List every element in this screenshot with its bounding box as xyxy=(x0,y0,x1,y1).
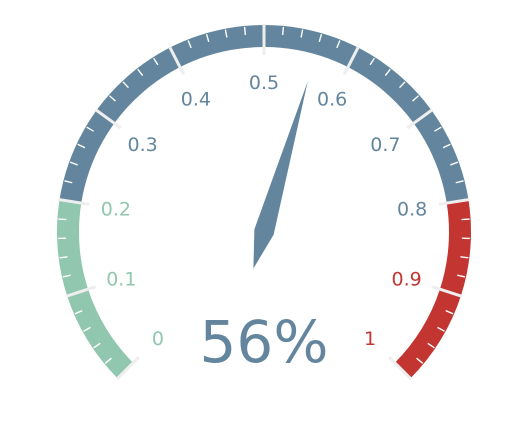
gauge-tick-label: 0.1 xyxy=(106,268,136,290)
gauge-major-tick xyxy=(94,108,122,130)
gauge-major-tick xyxy=(58,197,90,206)
gauge-minor-tick xyxy=(369,57,375,66)
gauge-minor-tick xyxy=(69,161,78,166)
gauge-minor-tick xyxy=(77,143,86,149)
gauge-minor-tick xyxy=(187,40,192,49)
gauge-minor-tick xyxy=(243,26,247,35)
gauge-minor-tick xyxy=(445,309,454,315)
gauge-minor-tick xyxy=(86,126,94,132)
gauge-minor-tick xyxy=(62,274,71,278)
gauge-major-tick xyxy=(388,356,413,381)
gauge-tick-label: 0.5 xyxy=(249,72,279,94)
gauge-minor-tick xyxy=(205,33,210,43)
gauge-minor-tick xyxy=(460,256,469,259)
gauge-value-label: 56% xyxy=(200,308,329,376)
gauge-minor-tick xyxy=(58,218,67,221)
gauge-minor-tick xyxy=(399,81,406,89)
gauge-minor-tick xyxy=(457,274,466,278)
gauge-minor-tick xyxy=(450,161,459,166)
gauge-tick-label: 1 xyxy=(364,328,376,350)
gauge-tick-label: 0 xyxy=(152,328,164,350)
gauge-minor-tick xyxy=(442,143,451,149)
gauge-minor-tick xyxy=(64,180,73,184)
gauge-minor-tick xyxy=(83,326,91,332)
gauge-pointer xyxy=(253,81,308,269)
gauge-bands xyxy=(57,25,471,379)
gauge-minor-tick xyxy=(455,180,464,184)
gauge-minor-tick xyxy=(437,326,445,332)
gauge-major-tick xyxy=(65,285,97,298)
gauge-minor-tick xyxy=(318,33,323,43)
gauge-band xyxy=(59,25,469,204)
gauge-tick-label: 0.8 xyxy=(397,199,427,221)
gauge-minor-tick xyxy=(384,68,391,76)
gauge-minor-tick xyxy=(427,342,435,349)
gauge-minor-tick xyxy=(137,68,144,76)
gauge-minor-tick xyxy=(281,26,285,35)
gauge-major-tick xyxy=(406,108,434,130)
gauge-tick-label: 0.2 xyxy=(101,199,131,221)
gauge-minor-tick xyxy=(59,256,68,259)
gauge-major-tick xyxy=(115,356,140,381)
gauge-minor-tick xyxy=(93,342,101,349)
gauge-minor-tick xyxy=(416,357,424,364)
gauge-tick-labels: 0 0.1 0.2 0.3 0.4 0.5 0.6 0.7 0.8 0.9 1 xyxy=(101,72,428,350)
gauge-tick-label: 0.6 xyxy=(317,88,347,110)
gauge-tick-label: 0.7 xyxy=(370,134,400,156)
gauge-minor-tick xyxy=(336,40,341,49)
gauge-minor-tick xyxy=(109,95,116,102)
gauge-band xyxy=(394,199,471,379)
gauge-minor-tick xyxy=(122,81,129,89)
gauge-minor-tick xyxy=(104,357,112,364)
gauge-minor-tick xyxy=(412,95,419,102)
gauge-minor-tick xyxy=(224,29,228,38)
gauge-tick-label: 0.4 xyxy=(181,88,211,110)
gauge-major-tick xyxy=(168,45,185,75)
gauge-minor-tick xyxy=(74,309,83,315)
gauge-minor-tick xyxy=(461,218,470,221)
gauge-major-tick xyxy=(438,197,470,206)
gauge-major-tick xyxy=(431,285,463,298)
gauge-minor-tick xyxy=(434,126,442,132)
gauge-minor-tick xyxy=(300,29,304,38)
gauge-band xyxy=(57,199,134,379)
gauge-minor-tick xyxy=(153,57,159,66)
gauge-minor-ticks xyxy=(58,26,470,364)
gauge-major-tick xyxy=(343,45,360,75)
gauge-tick-label: 0.3 xyxy=(128,134,158,156)
gauge-tick-label: 0.9 xyxy=(392,268,422,290)
gauge-major-ticks xyxy=(58,24,470,381)
